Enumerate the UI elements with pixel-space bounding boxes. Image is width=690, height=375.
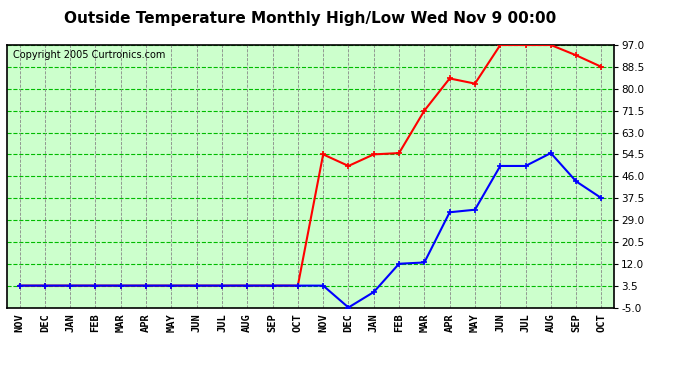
Text: Outside Temperature Monthly High/Low Wed Nov 9 00:00: Outside Temperature Monthly High/Low Wed… bbox=[64, 11, 557, 26]
Text: Copyright 2005 Curtronics.com: Copyright 2005 Curtronics.com bbox=[13, 50, 166, 60]
